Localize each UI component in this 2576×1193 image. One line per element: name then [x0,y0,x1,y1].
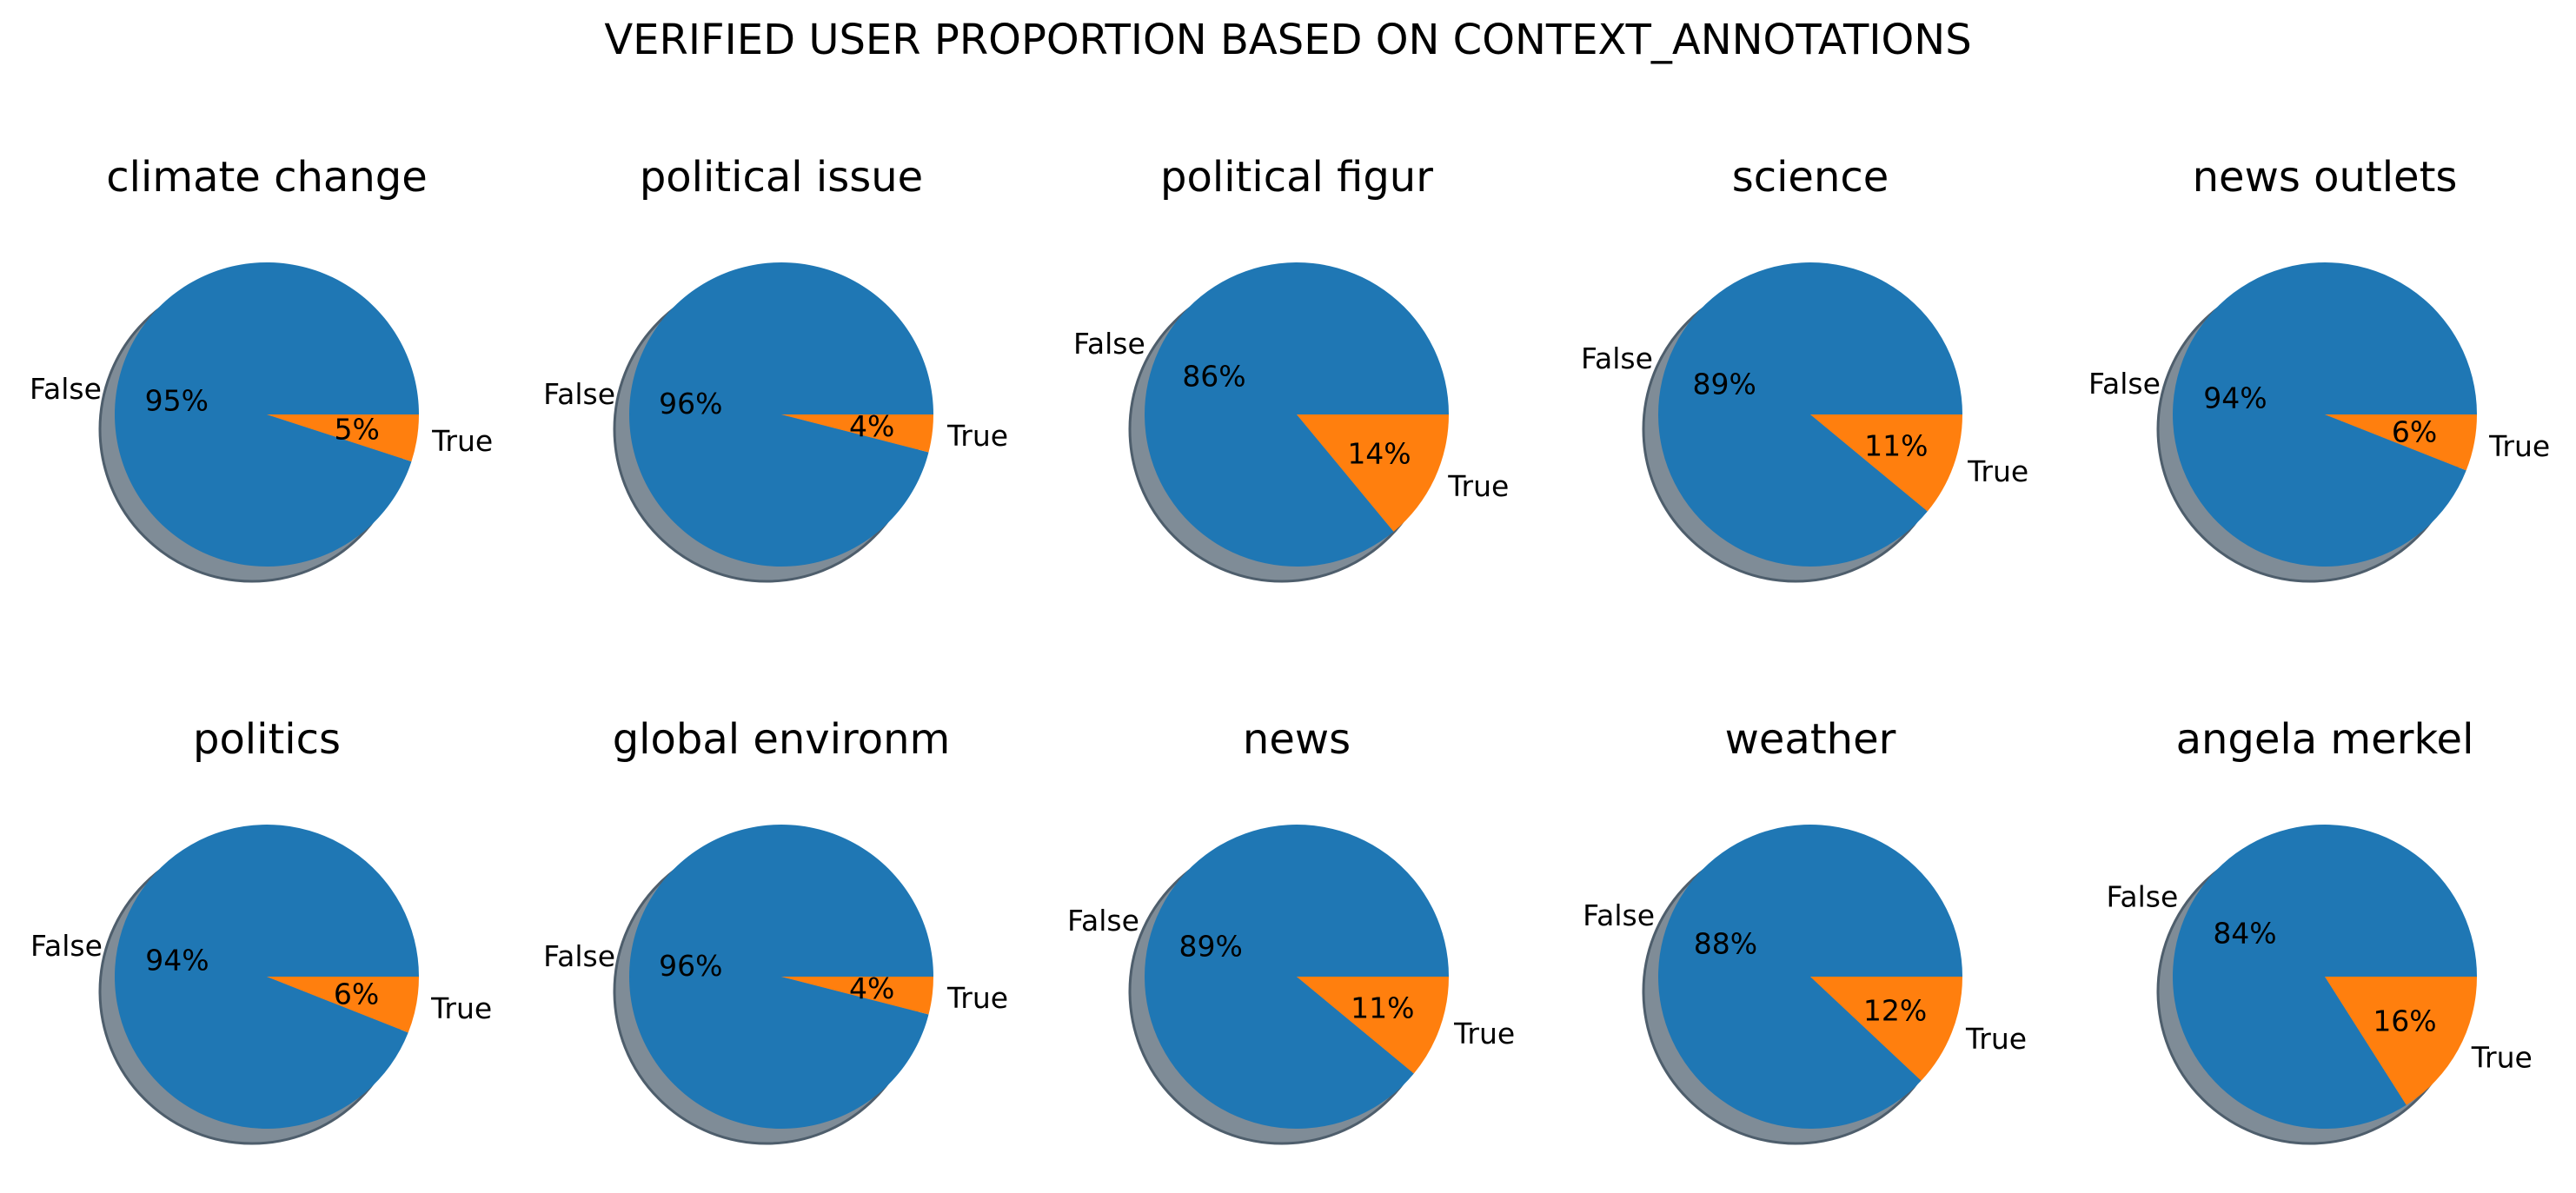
pie-category-label: False [1067,904,1139,938]
pie-category-label: True [1453,1017,1515,1051]
pie-category-label: False [30,372,102,406]
pie-title: climate change [106,153,428,202]
pie-category-label: True [2471,1041,2533,1075]
pie-title: politics [193,715,341,764]
pie-subplot: news outlets 94% False 6% True [2088,153,2550,583]
pie-category-label: False [30,929,103,963]
pie-slice-true [1810,414,1962,512]
pie-slice-false [2172,825,2477,1130]
pie-category-label: True [1967,454,2028,488]
pie-slice-false [114,824,419,1129]
pie-title: global environm [613,715,951,764]
pie-slice-false [1657,825,1962,1130]
pie-slice-false [629,824,933,1129]
pie-slice-true [1810,977,1962,1081]
figure-title: VERIFIED USER PROPORTION BASED ON CONTEX… [604,16,1971,64]
pie-subplot: news 89% False 11% True [1067,715,1515,1145]
pie-slice-true [267,977,419,1033]
pie-category-label: False [1581,341,1653,375]
pie-title: news outlets [2193,153,2458,202]
pie-subplot: political issue 96% False 4% True [543,153,1008,583]
pie-slice-false [1145,262,1449,567]
pie-title: news [1243,715,1351,764]
pie-title: angela merkel [2176,715,2474,764]
pie-percent-label: 14% [1347,437,1411,471]
pie-title: political figur [1160,153,1433,202]
pie-category-label: True [2488,429,2550,463]
pie-subplot: global environm 96% False 4% True [543,715,1008,1145]
pie-subplot: politics 94% False 6% True [30,715,492,1145]
pie-slice-true [781,414,933,453]
pie-percent-label: 94% [145,943,209,977]
pie-slice-true [2325,977,2477,1105]
pie-category-label: False [2106,879,2178,913]
pie-percent-label: 12% [1863,994,1927,1028]
pie-category-label: True [1965,1022,2027,1056]
pie-percent-label: 6% [334,978,379,1011]
pie-percent-label: 96% [659,949,722,983]
pie-subplot: angela merkel 84% False 16% True [2106,715,2533,1145]
pie-category-label: True [946,419,1008,453]
pie-slice-false [628,262,933,567]
pie-title: political issue [640,153,923,202]
pie-percent-label: 96% [659,387,722,421]
pie-percent-label: 4% [849,409,894,443]
pie-percent-label: 11% [1351,991,1414,1025]
pie-category-label: True [1447,469,1509,503]
pie-category-label: False [543,939,615,973]
pie-category-label: True [431,424,493,458]
pie-slice-true [2325,414,2477,471]
pie-subplot: political figur 86% False 14% True [1073,153,1509,583]
pie-category-label: True [946,981,1008,1015]
pie-percent-label: 11% [1864,429,1928,463]
pie-category-label: False [1583,898,1655,932]
pie-slice-true [1297,414,1449,532]
pie-category-label: False [2088,367,2161,401]
pie-title: weather [1725,715,1896,764]
pie-slice-true [1297,977,1449,1074]
pie-percent-label: 84% [2213,916,2276,950]
pie-percent-label: 89% [1693,367,1756,401]
pie-percent-label: 86% [1182,359,1245,393]
pie-subplot: science 89% False 11% True [1581,153,2028,583]
pie-category-label: True [430,991,492,1025]
pie-subplot: weather 88% False 12% True [1583,715,2027,1145]
pie-percent-label: 89% [1179,929,1243,963]
pie-subplot: climate change 95% False 5% True [30,153,493,583]
pie-slice-false [114,262,420,567]
pie-slice-false [1658,262,1962,567]
pie-percent-label: 4% [849,971,894,1005]
pie-category-label: False [543,377,615,411]
pie-percent-label: 16% [2373,1004,2436,1038]
pie-percent-label: 88% [1694,926,1757,960]
pie-slice-true [267,414,419,462]
pie-percent-label: 5% [335,412,380,446]
pie-slice-false [1144,825,1449,1130]
pie-percent-label: 95% [145,384,209,418]
pie-percent-label: 94% [2203,381,2267,414]
pie-percent-label: 6% [2392,415,2437,449]
pie-slice-false [2172,262,2477,567]
pie-category-label: False [1073,327,1145,361]
pie-slice-true [781,977,933,1015]
pie-title: science [1732,153,1889,202]
